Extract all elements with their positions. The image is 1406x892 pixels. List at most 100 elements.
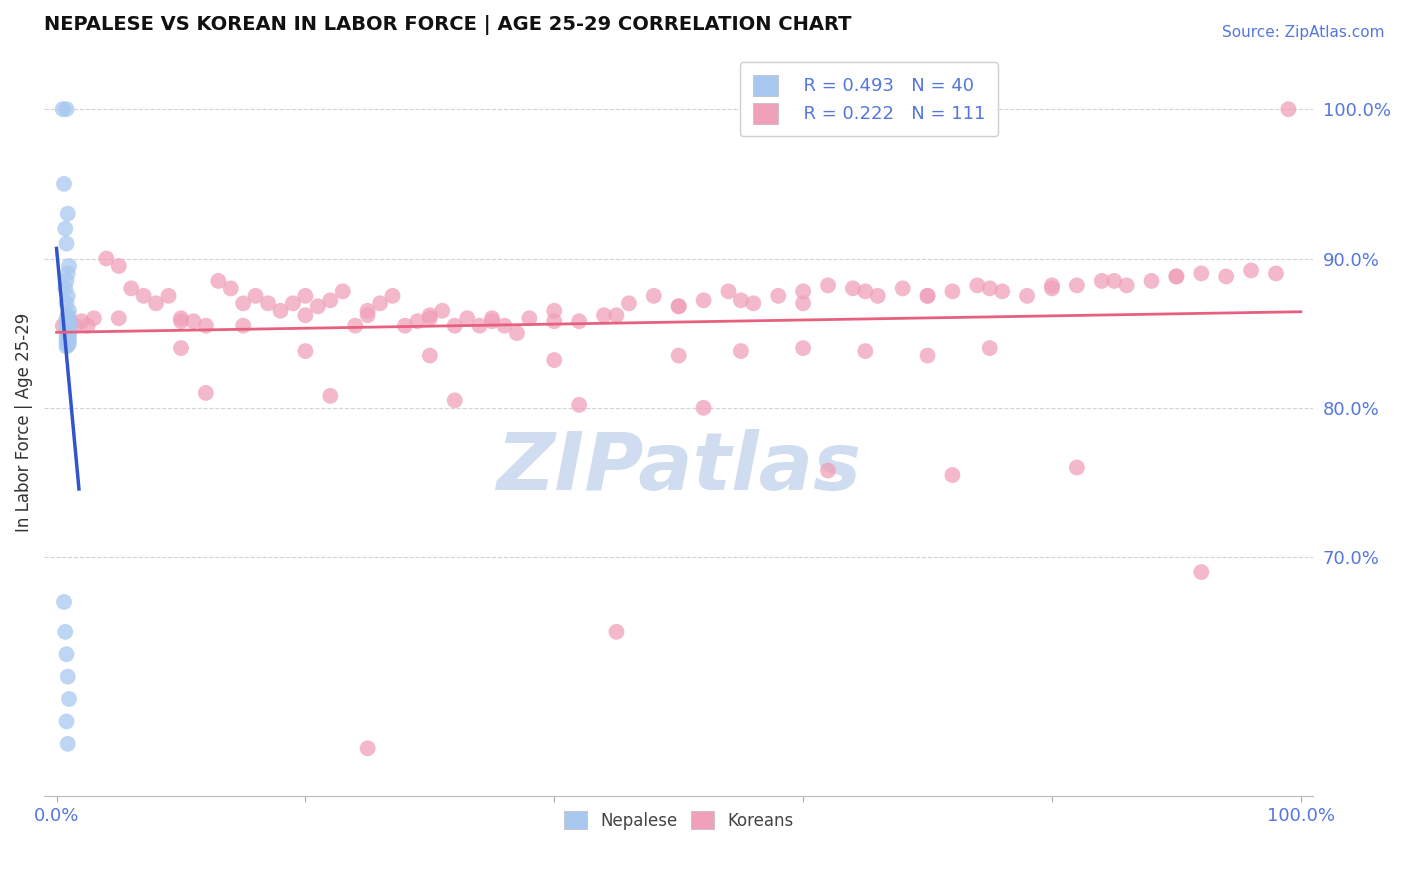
Point [941, 468, 963, 483]
Point [52, 318, 75, 333]
Text: NEPALESE VS KOREAN IN LABOR FORCE | AGE 25-29 CORRELATION CHART: NEPALESE VS KOREAN IN LABOR FORCE | AGE … [44, 15, 852, 35]
Point [58, 303, 80, 318]
Point [617, 296, 640, 310]
Point [107, 311, 129, 326]
Point [319, 293, 342, 308]
Point [593, 308, 616, 322]
Point [891, 281, 914, 295]
Point [419, 349, 441, 363]
Point [170, 311, 193, 326]
Point [1040, 278, 1063, 293]
Point [55, 321, 77, 335]
Legend: Nepalese, Koreans: Nepalese, Koreans [557, 805, 800, 837]
Point [1091, 274, 1114, 288]
Point [56, 316, 79, 330]
Point [568, 314, 591, 328]
Point [56, 334, 79, 348]
Point [107, 259, 129, 273]
Point [792, 285, 814, 299]
Point [232, 296, 254, 310]
Point [58, 332, 80, 346]
Point [319, 389, 342, 403]
Point [443, 393, 465, 408]
Text: Source: ZipAtlas.com: Source: ZipAtlas.com [1222, 25, 1385, 40]
Point [307, 299, 329, 313]
Point [170, 314, 193, 328]
Point [55, 714, 77, 729]
Point [58, 311, 80, 326]
Point [58, 327, 80, 342]
Point [207, 274, 229, 288]
Point [381, 289, 404, 303]
Point [356, 303, 378, 318]
Point [543, 314, 565, 328]
Point [730, 293, 752, 308]
Point [1017, 289, 1039, 303]
Point [56, 320, 79, 334]
Point [245, 289, 267, 303]
Point [194, 385, 217, 400]
Point [419, 308, 441, 322]
Point [419, 311, 441, 326]
Point [63, 318, 86, 333]
Point [55, 296, 77, 310]
Point [519, 311, 541, 326]
Point [481, 311, 503, 326]
Point [56, 325, 79, 339]
Point [1115, 278, 1137, 293]
Point [294, 289, 316, 303]
Point [979, 281, 1001, 295]
Point [917, 289, 939, 303]
Point [356, 741, 378, 756]
Point [53, 595, 76, 609]
Point [568, 398, 591, 412]
Point [132, 289, 155, 303]
Point [853, 344, 876, 359]
Point [966, 278, 988, 293]
Point [55, 335, 77, 350]
Point [1189, 565, 1212, 579]
Point [219, 281, 242, 295]
Point [56, 329, 79, 343]
Point [368, 296, 391, 310]
Point [56, 267, 79, 281]
Point [53, 177, 76, 191]
Point [58, 318, 80, 333]
Point [145, 296, 167, 310]
Point [506, 326, 529, 341]
Point [817, 278, 839, 293]
Point [742, 296, 765, 310]
Point [991, 285, 1014, 299]
Point [668, 299, 690, 313]
Point [55, 317, 77, 331]
Point [83, 311, 105, 326]
Point [356, 308, 378, 322]
Point [55, 236, 77, 251]
Point [792, 296, 814, 310]
Point [853, 285, 876, 299]
Point [456, 311, 478, 326]
Text: ZIPatlas: ZIPatlas [496, 428, 862, 507]
Point [1140, 274, 1163, 288]
Point [1166, 269, 1188, 284]
Point [394, 318, 416, 333]
Point [270, 303, 292, 318]
Point [468, 318, 491, 333]
Point [96, 252, 118, 266]
Point [294, 344, 316, 359]
Point [55, 102, 77, 116]
Point [281, 296, 304, 310]
Point [58, 336, 80, 351]
Point [979, 341, 1001, 355]
Point [53, 281, 76, 295]
Point [605, 308, 627, 322]
Point [917, 349, 939, 363]
Point [842, 281, 865, 295]
Point [55, 326, 77, 341]
Point [56, 308, 79, 322]
Point [53, 624, 76, 639]
Point [53, 221, 76, 235]
Point [56, 207, 79, 221]
Point [58, 692, 80, 706]
Point [1265, 267, 1288, 281]
